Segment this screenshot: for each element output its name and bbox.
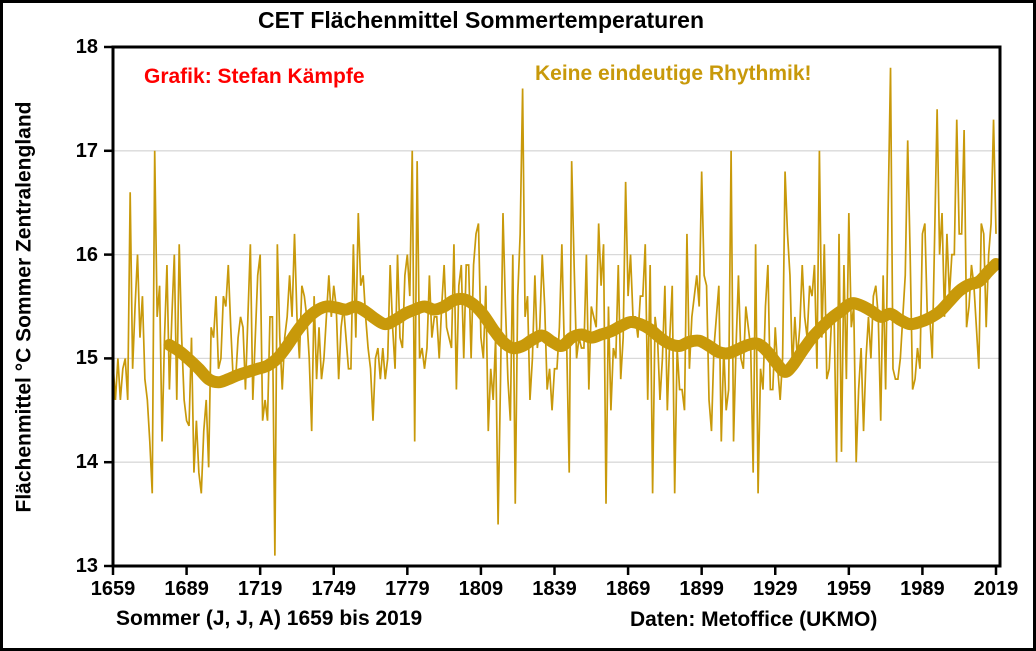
y-tick-label-18: 18 bbox=[75, 36, 98, 58]
x-tick-label-1959: 1959 bbox=[826, 578, 872, 600]
annual-temperature-line bbox=[113, 67, 997, 556]
plot-area bbox=[104, 45, 1002, 575]
x-tick-label-1779: 1779 bbox=[385, 578, 430, 600]
x-tick-label-1659: 1659 bbox=[90, 578, 136, 600]
x-tick-label-1809: 1809 bbox=[458, 578, 504, 600]
chart-title: CET Flächenmittel Sommertemperaturen bbox=[257, 7, 705, 33]
smoothed-temperature-line bbox=[163, 257, 1000, 389]
x-tick-label-1749: 1749 bbox=[311, 578, 357, 600]
x-tick-label-1839: 1839 bbox=[532, 578, 577, 600]
y-tick-label-14: 14 bbox=[75, 451, 98, 474]
x-tick-label-1869: 1869 bbox=[605, 578, 651, 600]
note-annotation: Keine eindeutige Rhythmik! bbox=[535, 62, 812, 85]
x-tick-label-1899: 1899 bbox=[679, 578, 724, 600]
y-tick-label-16: 16 bbox=[75, 243, 98, 266]
y-tick-label-17: 17 bbox=[75, 139, 98, 162]
y-tick-label-13: 13 bbox=[75, 555, 98, 577]
x-tick-label-1719: 1719 bbox=[237, 578, 283, 600]
credit-annotation: Grafik: Stefan Kämpfe bbox=[144, 65, 365, 88]
x-tick-label-2019: 2019 bbox=[973, 578, 1019, 600]
x-tick-label-1989: 1989 bbox=[900, 578, 945, 600]
plot-border bbox=[111, 45, 1002, 568]
data-source-caption: Daten: Metoffice (UKMO) bbox=[630, 608, 878, 631]
y-tick-label-15: 15 bbox=[75, 347, 98, 370]
x-axis-caption: Sommer (J, J, A) 1659 bis 2019 bbox=[116, 607, 423, 630]
y-axis-title: Flächenmittel °C Sommer Zentralengland bbox=[7, 47, 41, 566]
y-axis-title-text: Flächenmittel °C Sommer Zentralengland bbox=[12, 101, 36, 512]
x-tick-label-1689: 1689 bbox=[164, 578, 209, 600]
x-tick-label-1929: 1929 bbox=[753, 578, 798, 600]
